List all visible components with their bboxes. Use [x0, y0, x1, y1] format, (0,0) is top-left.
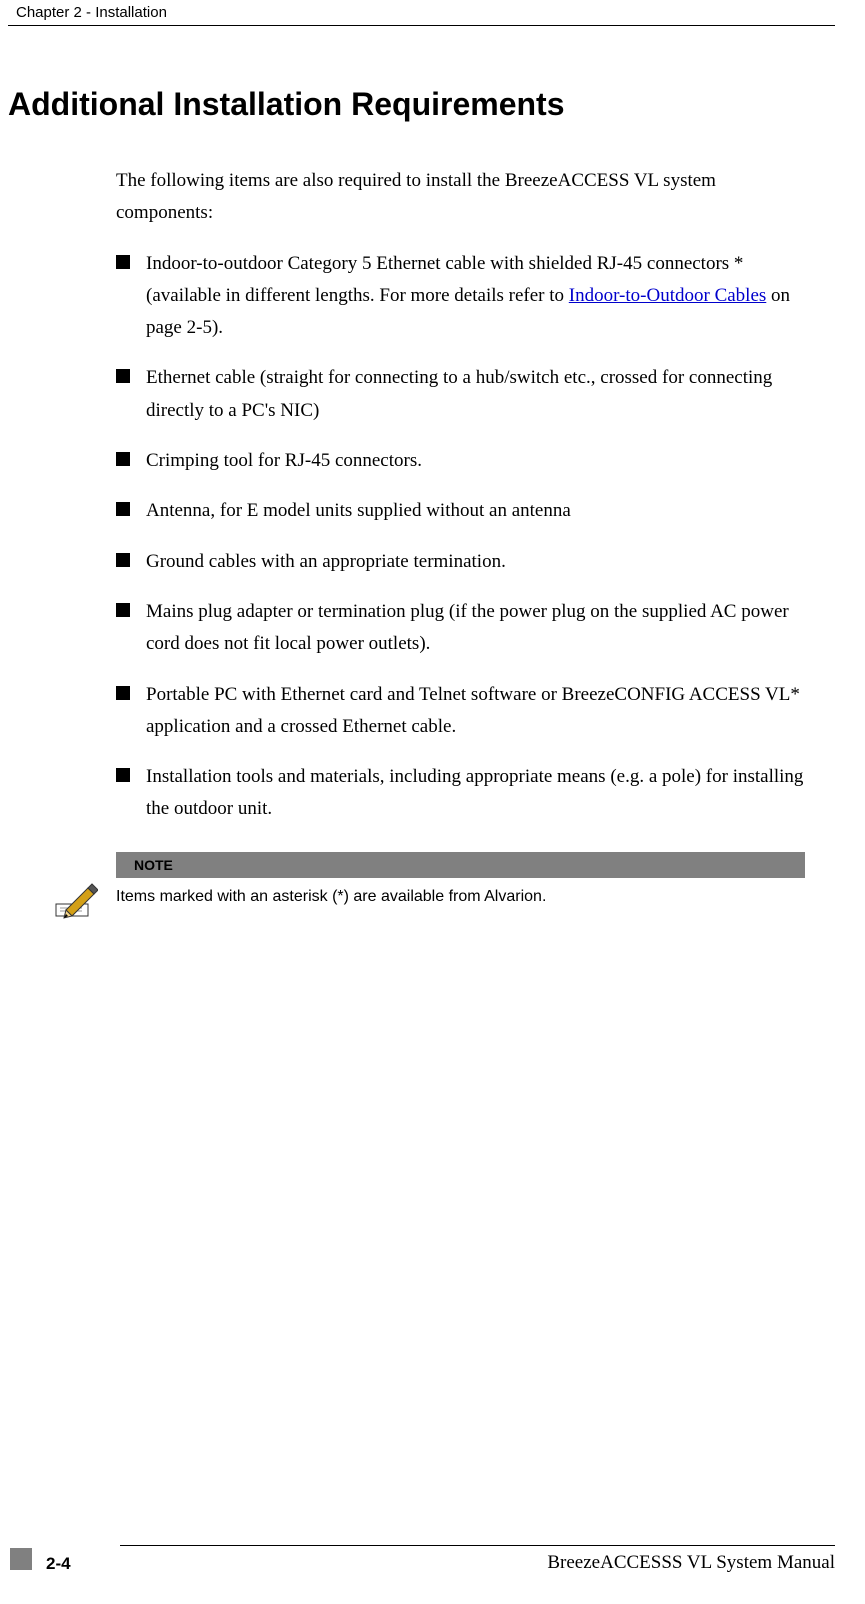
footer-manual-name: BreezeACCESSS VL System Manual	[0, 1546, 865, 1574]
bullet-icon	[116, 603, 130, 617]
list-item-text: Ethernet cable (straight for connecting …	[146, 367, 772, 420]
list-item-text: Mains plug adapter or termination plug (…	[146, 601, 789, 654]
bullet-icon	[116, 452, 130, 466]
footer: BreezeACCESSS VL System Manual 2-4	[0, 1545, 865, 1574]
header-chapter: Chapter 2 - Installation	[8, 0, 835, 26]
bullet-icon	[116, 369, 130, 383]
note-label: NOTE	[116, 857, 185, 873]
bullet-icon	[116, 686, 130, 700]
indoor-outdoor-cables-link[interactable]: Indoor-to-Outdoor Cables	[569, 285, 767, 306]
list-item-text: Installation tools and materials, includ…	[146, 766, 803, 819]
list-item: Indoor-to-outdoor Category 5 Ethernet ca…	[116, 248, 805, 345]
content: Additional Installation Requirements The…	[0, 26, 865, 906]
page-number-square-icon	[10, 1548, 32, 1570]
section-title: Additional Installation Requirements	[8, 86, 805, 123]
requirements-list: Indoor-to-outdoor Category 5 Ethernet ca…	[116, 248, 805, 826]
list-item-text: Antenna, for E model units supplied with…	[146, 500, 571, 521]
note-pencil-icon	[54, 876, 98, 920]
list-item: Crimping tool for RJ-45 connectors.	[116, 445, 805, 477]
intro-text: The following items are also required to…	[116, 165, 805, 230]
bullet-icon	[116, 502, 130, 516]
note-block: NOTE Items marked with an asterisk (*) a…	[116, 852, 805, 906]
page-number-box: 2-4	[10, 1548, 71, 1574]
list-item: Ethernet cable (straight for connecting …	[116, 362, 805, 427]
list-item-text: Portable PC with Ethernet card and Telne…	[146, 684, 800, 737]
bullet-icon	[116, 768, 130, 782]
list-item-text: Crimping tool for RJ-45 connectors.	[146, 450, 422, 471]
note-bar: NOTE	[116, 852, 805, 878]
list-item: Installation tools and materials, includ…	[116, 761, 805, 826]
note-text: Items marked with an asterisk (*) are av…	[116, 878, 805, 906]
list-item: Ground cables with an appropriate termin…	[116, 546, 805, 578]
list-item: Mains plug adapter or termination plug (…	[116, 596, 805, 661]
bullet-icon	[116, 553, 130, 567]
list-item: Antenna, for E model units supplied with…	[116, 495, 805, 527]
list-item: Portable PC with Ethernet card and Telne…	[116, 679, 805, 744]
page-number: 2-4	[46, 1554, 71, 1574]
page: Chapter 2 - Installation Additional Inst…	[0, 0, 865, 1604]
bullet-icon	[116, 255, 130, 269]
list-item-text: Ground cables with an appropriate termin…	[146, 551, 506, 572]
